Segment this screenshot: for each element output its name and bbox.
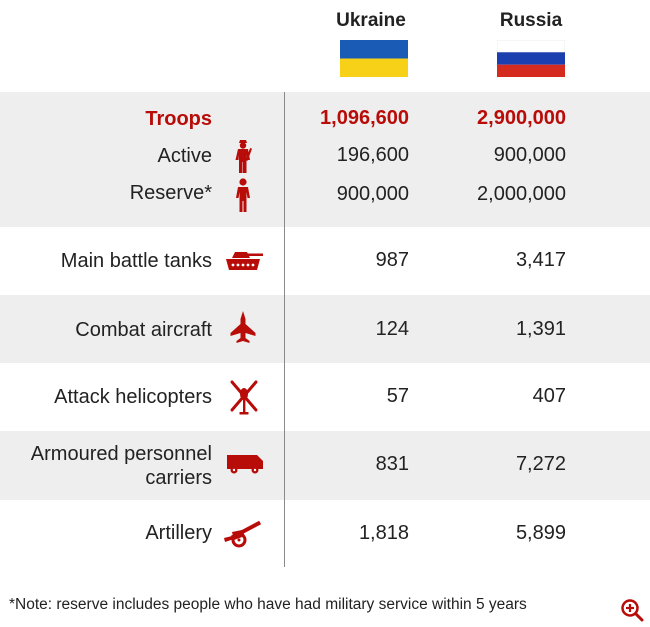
helicopters-russia-value: 407 <box>532 385 566 407</box>
apc-ukraine-value: 831 <box>375 453 409 475</box>
aircraft-russia-value: 1,391 <box>515 318 566 340</box>
reserve-russia-value: 2,000,000 <box>477 183 566 205</box>
helicopters-ukraine-value: 57 <box>386 385 409 407</box>
person-icon <box>236 178 250 212</box>
artillery-icon <box>224 520 262 548</box>
active-label: Active <box>157 145 212 167</box>
ukraine-flag-icon <box>340 40 408 77</box>
troops-ukraine-value: 1,096,600 <box>320 107 409 129</box>
aircraft-ukraine-value: 124 <box>375 318 409 340</box>
active-russia-value: 900,000 <box>493 144 566 166</box>
aircraft-label: Combat aircraft <box>75 319 212 341</box>
russia-flag-icon <box>497 40 565 77</box>
apc-russia-value: 7,272 <box>515 453 566 475</box>
helicopter-icon <box>230 380 258 415</box>
soldier-icon <box>235 140 252 173</box>
jet-icon <box>230 311 256 343</box>
reserve-label: Reserve* <box>129 182 212 204</box>
russia-header: Russia <box>499 10 563 31</box>
tanks-russia-value: 3,417 <box>515 249 566 271</box>
apc-label-line1: Armoured personnel <box>30 443 212 465</box>
tanks-label: Main battle tanks <box>60 250 212 272</box>
column-divider <box>284 92 285 567</box>
row-band-troops <box>0 92 650 227</box>
artillery-label: Artillery <box>145 522 212 544</box>
ukraine-header: Ukraine <box>336 10 406 31</box>
active-ukraine-value: 196,600 <box>336 144 409 166</box>
tank-icon <box>226 252 263 270</box>
reserve-ukraine-value: 900,000 <box>336 183 409 205</box>
zoom-in-icon[interactable] <box>620 598 644 622</box>
tanks-ukraine-value: 987 <box>375 249 409 271</box>
helicopters-label: Attack helicopters <box>54 386 212 408</box>
troops-russia-value: 2,900,000 <box>477 107 566 129</box>
row-band-apc <box>0 431 650 500</box>
artillery-ukraine-value: 1,818 <box>358 522 409 544</box>
truck-icon <box>227 455 263 474</box>
apc-label-line2: carriers <box>145 467 212 489</box>
artillery-russia-value: 5,899 <box>515 522 566 544</box>
footnote: *Note: reserve includes people who have … <box>9 596 527 613</box>
row-band-aircraft <box>0 295 650 363</box>
troops-label: Troops <box>145 108 212 130</box>
